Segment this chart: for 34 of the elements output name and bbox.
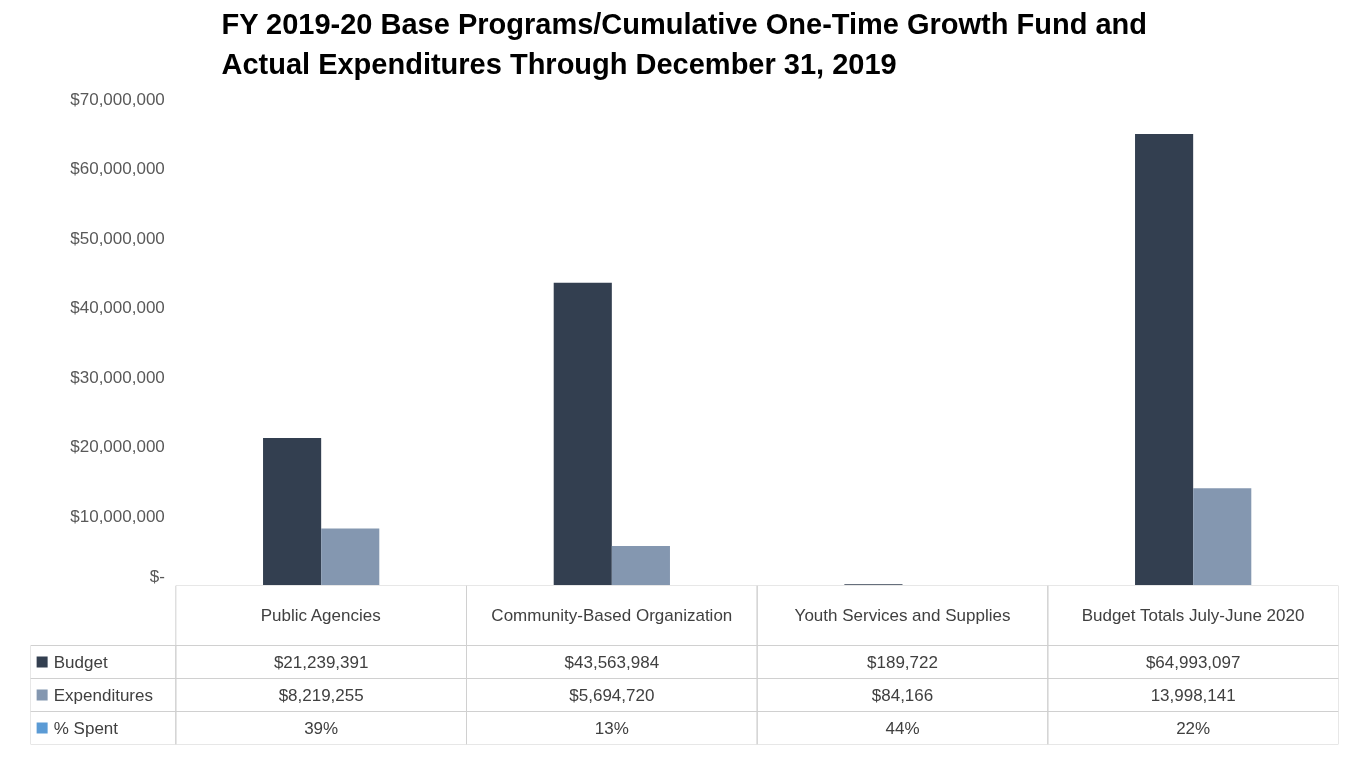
- bar: [263, 437, 322, 585]
- text: 39%: [304, 718, 339, 738]
- y-tick-label: $60,000,000: [70, 159, 165, 179]
- data-label: $189,722: [867, 652, 938, 672]
- y-tick-label: $20,000,000: [70, 437, 165, 457]
- data-label: $43,563,984: [564, 652, 660, 672]
- y-tick-label: $-: [149, 566, 165, 586]
- data-label: $8,219,255: [278, 685, 364, 705]
- bar: [1135, 133, 1194, 585]
- y-tick-label: $70,000,000: [70, 89, 165, 109]
- data-label: $84,166: [871, 685, 934, 705]
- x-tick-label: Budget Totals July-June 2020: [1081, 606, 1305, 625]
- data-label: $64,993,097: [1145, 652, 1241, 672]
- data-label: $5,694,720: [569, 685, 655, 705]
- text: 22%: [1176, 718, 1211, 738]
- x-tick-label: Public Agencies: [260, 606, 381, 625]
- x-tick-label: Community-Based Organization: [491, 606, 733, 625]
- text: 44%: [885, 718, 920, 738]
- y-tick-label: $10,000,000: [70, 506, 165, 526]
- bar: [321, 528, 380, 585]
- y-tick-label: $50,000,000: [70, 228, 165, 248]
- y-tick-label: $30,000,000: [70, 367, 165, 387]
- legend-label: % Spent: [53, 718, 119, 738]
- bar: [611, 545, 670, 585]
- data-label: 13,998,141: [1150, 686, 1236, 705]
- legend-label: Budget: [53, 652, 108, 672]
- bar: [553, 282, 612, 585]
- x-tick-label: Youth Services and Supplies: [794, 606, 1011, 625]
- chart-title: FY 2019-20 Base Programs/Cumulative One-Time Growth Fund and Actual Expenditures Through December 31, 2019: [221, 7, 1148, 80]
- y-tick-label: $40,000,000: [70, 298, 165, 318]
- data-label: $21,239,391: [273, 652, 369, 672]
- bar: [1193, 488, 1252, 585]
- text: 13%: [594, 718, 629, 738]
- legend-label: Expenditures: [53, 685, 153, 705]
